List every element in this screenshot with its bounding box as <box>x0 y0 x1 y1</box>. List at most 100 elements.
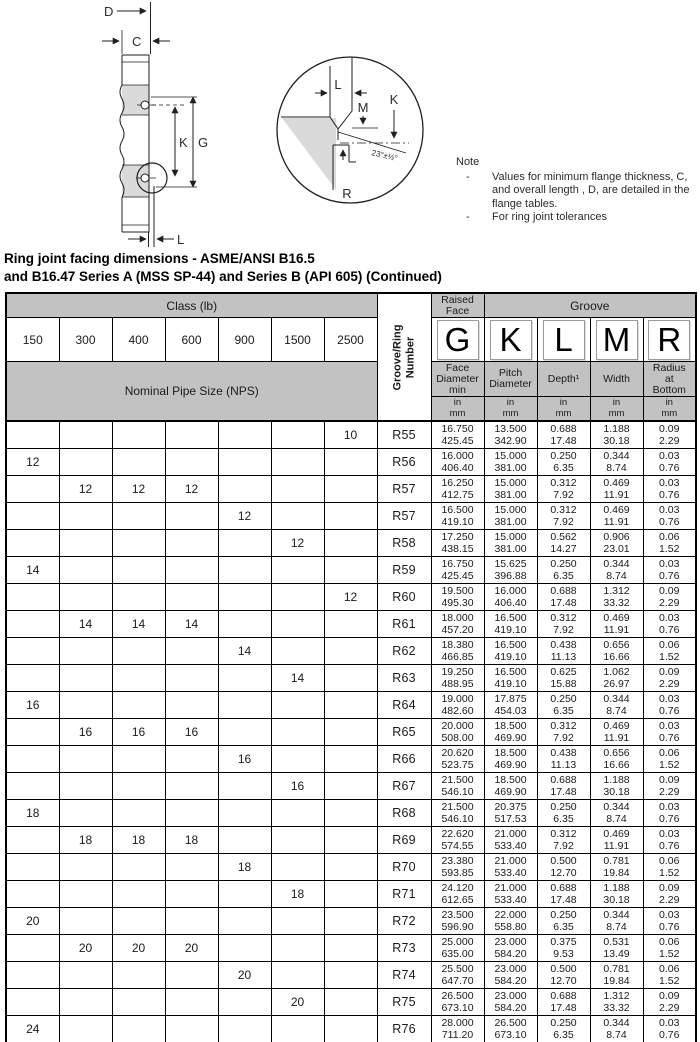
value-mm: 8.74 <box>606 921 627 933</box>
value-mm: 1.52 <box>659 651 680 663</box>
value-in: 0.03 <box>659 450 680 462</box>
value-mm: 7.92 <box>553 732 574 744</box>
nps-cell <box>164 988 219 1016</box>
value-mm: 593.85 <box>441 867 474 879</box>
dimension-cell: 1.188 30.18 <box>589 420 644 449</box>
class-col-600: 600 <box>164 317 219 362</box>
ring-number-cell: R76 <box>376 1015 432 1042</box>
nps-cell: 16 <box>164 718 219 746</box>
table-row: 12 R56 16.000 406.40 15.000 381.00 0.250 6.35 0.… <box>5 448 697 476</box>
value-in: 17.250 <box>441 531 474 543</box>
value-mm: 8.74 <box>606 462 627 474</box>
dimension-cell: 16.750 425.45 <box>430 556 485 584</box>
value-mm: 6.35 <box>553 921 574 933</box>
value-in: 19.250 <box>441 666 474 678</box>
table-row: 12 R58 17.250 438.15 15.000 381.00 0.562 14.27 0… <box>5 529 697 557</box>
flange-cross-section-drawing: D C <box>102 2 424 247</box>
value-mm: 2.29 <box>659 894 680 906</box>
nps-cell <box>111 448 166 476</box>
value-mm: 2.29 <box>659 597 680 609</box>
table-row: 24 R76 28.000 711.20 26.500 673.10 0.250 6.35 0.… <box>5 1015 697 1042</box>
nps-cell <box>111 988 166 1016</box>
dimension-cell: 23.000 584.20 <box>483 988 538 1016</box>
nps-cell <box>5 853 60 881</box>
detail-label-r: R <box>342 186 351 201</box>
letter-r-cell: R <box>642 317 697 362</box>
nps-cell <box>164 529 219 557</box>
value-mm: 0.76 <box>659 813 680 825</box>
value-in: 0.344 <box>603 1017 630 1029</box>
value-mm: 425.45 <box>441 435 474 447</box>
value-mm: 558.80 <box>494 921 527 933</box>
dimension-cell: 0.03 0.76 <box>642 610 697 638</box>
nps-cell <box>111 1015 166 1042</box>
value-in: 0.06 <box>659 936 680 948</box>
value-mm: 457.20 <box>441 624 474 636</box>
value-in: 0.344 <box>603 801 630 813</box>
class-col-1500: 1500 <box>270 317 325 362</box>
nps-cell: 12 <box>323 583 378 611</box>
value-in: 15.625 <box>494 558 527 570</box>
dimension-cell: 26.500 673.10 <box>430 988 485 1016</box>
value-mm: 466.85 <box>441 651 474 663</box>
class-col-2500: 2500 <box>323 317 378 362</box>
value-in: 21.000 <box>494 855 527 867</box>
value-in: 0.469 <box>603 477 630 489</box>
value-mm: 469.90 <box>494 786 527 798</box>
dimension-cell: 0.781 19.84 <box>589 853 644 881</box>
dimension-cell: 0.03 0.76 <box>642 826 697 854</box>
dimension-cell: 0.09 2.29 <box>642 583 697 611</box>
value-in: 0.03 <box>659 504 680 516</box>
value-mm: 7.92 <box>553 624 574 636</box>
nps-cell <box>217 529 272 557</box>
value-in: 0.09 <box>659 990 680 1002</box>
value-mm: 11.13 <box>550 651 577 663</box>
value-mm: 523.75 <box>441 759 474 771</box>
value-in: 0.312 <box>550 477 577 489</box>
nps-cell <box>164 799 219 827</box>
flange-section: D C <box>102 2 208 247</box>
table-body: 10 R55 16.750 425.45 13.500 342.90 0.688 17.48 1… <box>5 420 697 1042</box>
value-in: 0.781 <box>603 855 630 867</box>
letter-g: G <box>436 319 479 360</box>
dimension-cell: 0.03 0.76 <box>642 907 697 935</box>
page-title: Ring joint facing dimensions - ASME/ANSI… <box>4 250 664 285</box>
value-mm: 469.90 <box>494 759 527 771</box>
value-mm: 2.29 <box>659 678 680 690</box>
nps-cell: 12 <box>164 475 219 503</box>
nps-cell <box>164 502 219 530</box>
value-mm: 9.53 <box>553 948 574 960</box>
table-row: 16 R67 21.500 546.10 18.500 469.90 0.688 17.48 1… <box>5 772 697 800</box>
nps-cell <box>5 745 60 773</box>
value-mm: 13.49 <box>603 948 630 960</box>
nps-cell <box>111 583 166 611</box>
value-mm: 17.48 <box>550 894 577 906</box>
value-mm: 1.52 <box>659 867 680 879</box>
dimension-cell: 22.000 558.80 <box>483 907 538 935</box>
nps-cell <box>217 610 272 638</box>
value-in: 0.03 <box>659 693 680 705</box>
value-in: 20.375 <box>494 801 527 813</box>
value-mm: 2.29 <box>659 1002 680 1014</box>
value-mm: 7.92 <box>553 840 574 852</box>
table-row: 14 R59 16.750 425.45 15.625 396.88 0.250 6.35 0.… <box>5 556 697 584</box>
dimension-cell: 20.000 508.00 <box>430 718 485 746</box>
nps-cell <box>323 529 378 557</box>
value-in: 25.500 <box>441 963 474 975</box>
nps-cell <box>270 556 325 584</box>
ring-number-cell: R64 <box>376 691 432 719</box>
value-mm: 419.10 <box>441 516 474 528</box>
value-in: 0.09 <box>659 423 680 435</box>
value-mm: 508.00 <box>441 732 474 744</box>
dimension-cell: 13.500 342.90 <box>483 420 538 449</box>
class-col-150: 150 <box>5 317 60 362</box>
value-in: 16.500 <box>494 612 527 624</box>
value-mm: 19.84 <box>603 867 630 879</box>
value-mm: 8.74 <box>606 1029 627 1041</box>
dimension-cell: 0.250 6.35 <box>536 799 591 827</box>
groove-detail-circle: L M K 23°±½° R <box>276 56 424 204</box>
value-mm: 0.76 <box>659 705 680 717</box>
value-mm: 11.91 <box>603 489 630 501</box>
ring-number-cell: R56 <box>376 448 432 476</box>
value-mm: 381.00 <box>494 516 527 528</box>
